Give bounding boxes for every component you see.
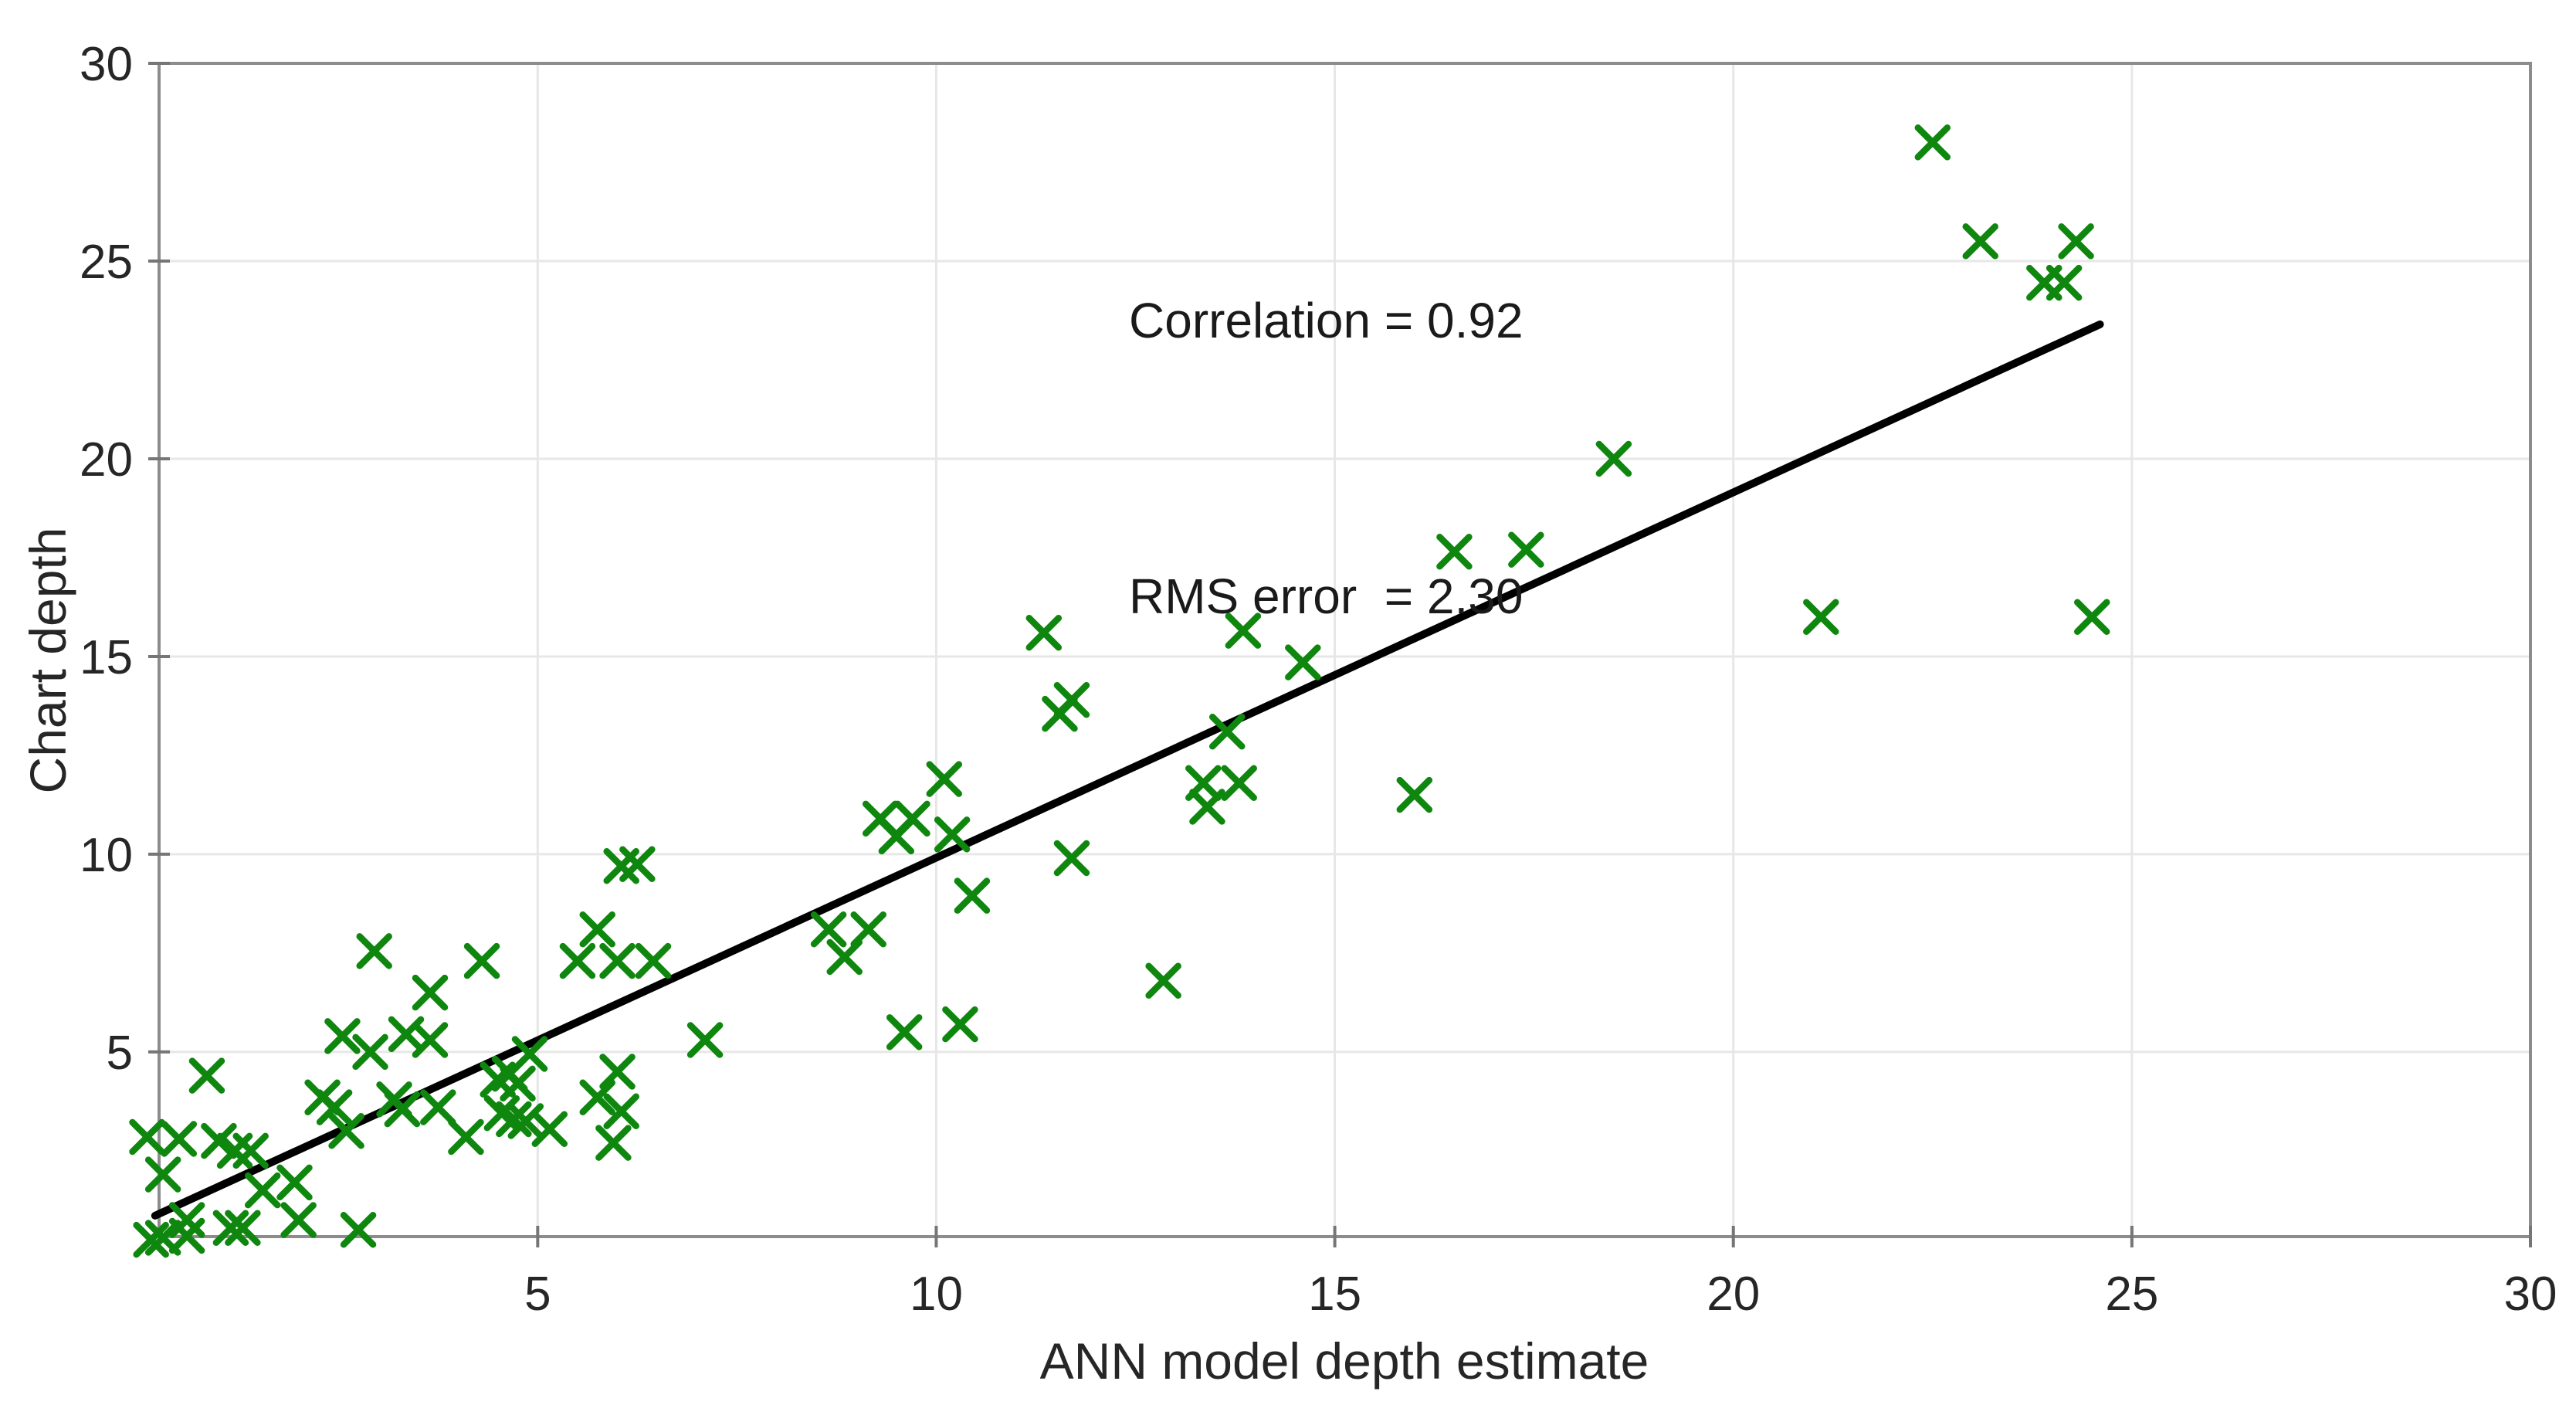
x-tick-label: 10 (910, 1268, 963, 1321)
rms-error-text: RMS error = 2.30 (1129, 568, 1524, 624)
data-point-marker (1595, 440, 1632, 477)
data-point-marker (826, 938, 863, 976)
data-point-marker (133, 1221, 169, 1258)
regression-fit-line (151, 320, 2104, 1220)
data-point-marker (1436, 534, 1473, 570)
data-point-marker (686, 1022, 724, 1058)
data-point-marker (352, 1033, 388, 1071)
data-point-marker (500, 1065, 536, 1102)
data-point-marker (1914, 124, 1951, 161)
data-point-marker (412, 974, 449, 1011)
x-tick-label: 25 (2105, 1268, 2158, 1321)
data-point-marker (1189, 789, 1225, 825)
data-point-marker (225, 1210, 261, 1246)
data-point-marker (420, 1089, 456, 1125)
data-point-marker (1145, 962, 1181, 999)
x-tick-label: 20 (1707, 1268, 1760, 1321)
data-point-marker (2058, 223, 2094, 260)
data-point-marker (926, 761, 963, 797)
data-point-marker (1285, 644, 1321, 680)
data-point-marker (1508, 531, 1544, 568)
data-point-marker (2046, 264, 2083, 301)
data-point-marker (129, 1118, 165, 1156)
data-point-marker (934, 816, 971, 853)
x-tick-label: 30 (2504, 1268, 2557, 1321)
data-point-marker (942, 1006, 978, 1043)
data-point-marker (212, 1210, 249, 1246)
data-point-marker (878, 818, 915, 855)
data-point-marker (559, 942, 596, 979)
x-tick-label: 5 (524, 1268, 551, 1321)
data-point-marker (201, 1122, 237, 1159)
data-point-marker (448, 1118, 484, 1156)
y-tick-label: 5 (107, 1027, 133, 1080)
data-point-marker (496, 1101, 532, 1138)
data-point-marker (1803, 599, 1839, 636)
axes-box (158, 62, 2532, 1238)
data-point-marker (188, 1057, 225, 1094)
data-point-marker (886, 1014, 923, 1050)
data-point-marker (324, 1018, 361, 1054)
data-point-marker (599, 942, 636, 979)
data-point-marker (1025, 614, 1063, 651)
data-point-marker (144, 1156, 181, 1193)
data-point-marker (384, 1091, 421, 1128)
data-point-marker (810, 911, 847, 948)
stats-annotation: Correlation = 0.92 RMS error = 2.30 (1129, 91, 1524, 826)
data-point-marker (579, 1079, 615, 1116)
data-point-marker (463, 942, 500, 979)
data-point-marker (1208, 713, 1246, 750)
data-point-marker (2074, 599, 2110, 636)
data-point-marker (232, 1132, 269, 1169)
data-point-marker (531, 1111, 568, 1147)
data-point-marker (316, 1089, 353, 1125)
data-point-marker (244, 1172, 281, 1209)
y-tick-label: 25 (80, 236, 133, 289)
data-point-marker (603, 1093, 639, 1129)
data-point-marker (1396, 776, 1433, 813)
data-point-marker (595, 1125, 632, 1161)
data-point-marker (1053, 682, 1090, 718)
data-point-marker (328, 1113, 364, 1149)
data-point-marker (276, 1164, 313, 1201)
data-point-marker (619, 846, 656, 882)
data-point-marker (340, 1212, 377, 1248)
data-point-marker (1962, 223, 1998, 260)
data-point-marker (280, 1202, 317, 1238)
data-point-marker (1221, 765, 1257, 802)
data-point-marker (161, 1121, 198, 1157)
y-tick-label: 10 (80, 829, 133, 882)
y-tick-label: 15 (80, 631, 133, 684)
data-point-marker (168, 1202, 205, 1238)
data-point-marker (599, 1054, 636, 1090)
data-point-marker (635, 942, 672, 979)
y-axis-title: Chart depth (19, 527, 76, 794)
y-tick-label: 30 (80, 38, 133, 91)
data-point-marker (579, 911, 615, 948)
data-point-marker (356, 933, 392, 969)
data-point-marker (412, 1022, 449, 1058)
data-point-marker (1225, 613, 1262, 649)
x-axis-title: ANN model depth estimate (1039, 1332, 1649, 1390)
data-point-marker (1053, 840, 1090, 877)
data-point-marker (954, 877, 991, 914)
data-point-marker (511, 1036, 548, 1072)
y-tick-label: 20 (80, 433, 133, 487)
x-tick-label: 15 (1308, 1268, 1361, 1321)
correlation-text: Correlation = 0.92 (1129, 293, 1524, 348)
